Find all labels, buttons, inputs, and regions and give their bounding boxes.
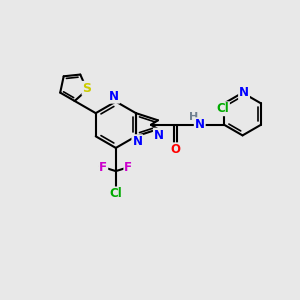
Text: O: O	[170, 143, 180, 156]
Text: S: S	[82, 82, 91, 95]
Text: N: N	[109, 90, 119, 103]
Text: Cl: Cl	[216, 102, 229, 115]
Text: N: N	[239, 86, 249, 99]
Text: N: N	[195, 118, 205, 131]
Text: F: F	[99, 161, 107, 174]
Text: H: H	[189, 112, 198, 122]
Text: Cl: Cl	[110, 188, 122, 200]
Text: F: F	[124, 161, 132, 174]
Text: N: N	[154, 129, 164, 142]
Text: N: N	[132, 135, 142, 148]
